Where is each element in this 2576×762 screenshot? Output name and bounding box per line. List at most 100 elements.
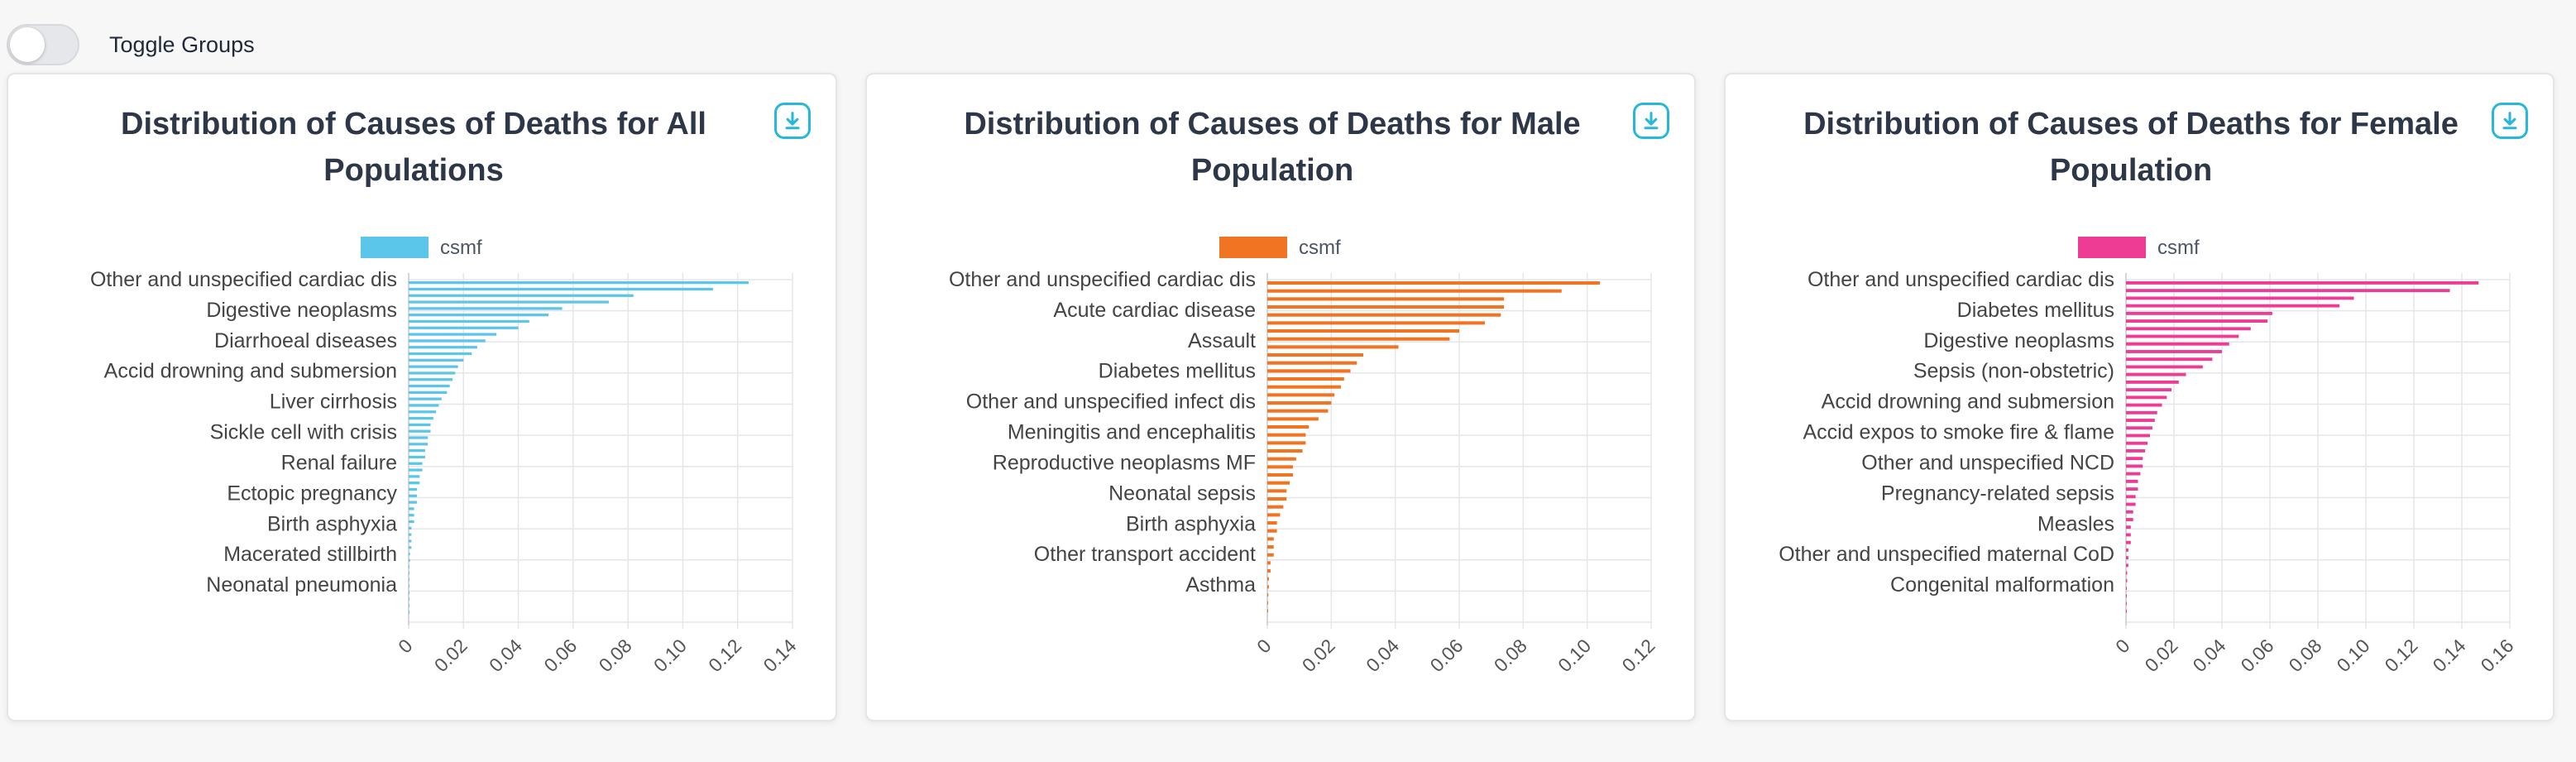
x-tick-label: 0.16	[2476, 635, 2517, 676]
x-tick-label: 0.02	[1298, 635, 1339, 676]
x-tick-label: 0.06	[1425, 635, 1467, 676]
bar	[2126, 609, 2127, 613]
x-tick-label: 0.02	[430, 635, 472, 676]
chart-title: Distribution of Causes of Deaths for Fem…	[1775, 101, 2487, 194]
bar-chart-female: csmf 0 0.02 0.04 0.06 0.08 0.10 0.12 0.14 0.16 Oth…	[1779, 237, 2518, 676]
download-button[interactable]	[1633, 103, 1669, 139]
x-tick-label: 0.04	[1362, 635, 1403, 676]
y-category-label: Pregnancy-related sepsis	[1881, 482, 2114, 505]
y-category-label: Other transport accident	[1034, 543, 1256, 566]
bar-chart-male: csmf 0 0.02 0.04 0.06 0.08 0.10 0.12 Other and u…	[949, 237, 1659, 676]
x-tick-label: 0.12	[1617, 635, 1659, 676]
bar	[2126, 464, 2143, 468]
bar	[1267, 449, 1303, 453]
bar	[409, 416, 433, 420]
bar	[1267, 465, 1293, 469]
bar	[409, 546, 412, 549]
bar	[409, 436, 429, 439]
bar	[2126, 281, 2479, 285]
download-icon	[785, 112, 800, 130]
bar	[1267, 425, 1310, 429]
legend-label: csmf	[1299, 237, 1341, 259]
bar	[1267, 521, 1277, 525]
bar	[409, 384, 450, 388]
legend-label: csmf	[2157, 237, 2200, 259]
bar	[409, 397, 442, 400]
bar	[409, 482, 420, 485]
bar	[2126, 533, 2131, 537]
download-button[interactable]	[774, 103, 811, 139]
bar	[409, 346, 477, 349]
bar	[1267, 529, 1277, 533]
bar	[2126, 296, 2354, 300]
bar	[2126, 449, 2146, 453]
y-category-label: Other and unspecified cardiac dis	[949, 268, 1256, 291]
bar-chart-all: csmf 0 0.02 0.04 0.06 0.08 0.10 0.12 0.14 Other a…	[90, 237, 801, 676]
bar	[2126, 357, 2213, 362]
bar	[1267, 561, 1271, 565]
bar	[1267, 289, 1562, 293]
bar	[1267, 313, 1501, 317]
bar	[2126, 502, 2136, 506]
y-category-label: Digestive neoplasms	[1923, 329, 2114, 352]
y-category-label: Accid expos to smoke fire & flame	[1803, 421, 2114, 444]
toggle-knob[interactable]	[10, 27, 45, 62]
y-category-label: Neonatal sepsis	[1108, 482, 1256, 505]
y-category-label: Congenital malformation	[1890, 573, 2114, 597]
bar	[1267, 545, 1274, 549]
bar	[2126, 578, 2128, 582]
x-tick-label: 0.14	[759, 635, 800, 676]
bar	[409, 539, 412, 543]
chart-title-line-2: Populations	[323, 153, 504, 188]
y-category-label: Asthma	[1185, 573, 1256, 597]
legend-swatch	[2078, 237, 2146, 258]
bar	[2126, 540, 2131, 544]
bar	[1267, 593, 1269, 597]
bar	[409, 294, 634, 297]
bar	[409, 558, 410, 563]
bar	[1267, 417, 1319, 421]
bar	[1267, 409, 1329, 413]
bar	[1267, 481, 1290, 485]
x-tick-label: 0.02	[2140, 635, 2181, 676]
y-category-label: Reproductive neoplasms MF	[993, 451, 1256, 474]
toggle-groups-switch[interactable]	[7, 24, 79, 65]
bar	[1267, 393, 1335, 397]
y-category-label: Macerated stillbirth	[223, 543, 397, 566]
bar	[409, 300, 609, 304]
bar	[2126, 594, 2127, 598]
bar	[2126, 372, 2186, 376]
x-tick-label: 0.10	[1554, 635, 1595, 676]
bar	[1267, 513, 1281, 517]
bar	[409, 462, 423, 465]
x-tick-label: 0.08	[2284, 635, 2325, 676]
x-tick-label: 0.08	[1490, 635, 1531, 676]
toggle-groups-label: Toggle Groups	[109, 31, 255, 57]
bar	[2126, 518, 2133, 521]
y-category-label: Other and unspecified infect dis	[966, 391, 1256, 414]
download-button[interactable]	[2492, 103, 2528, 139]
bar	[1267, 345, 1399, 349]
bar	[1267, 585, 1269, 589]
bar	[409, 429, 431, 433]
y-category-label: Accid drowning and submersion	[104, 360, 397, 383]
bar	[2126, 495, 2136, 499]
y-category-label: Neonatal pneumonia	[206, 573, 397, 597]
x-tick-label: 0.14	[2428, 635, 2469, 676]
x-tick-label: 0.06	[2236, 635, 2277, 676]
y-category-label: Liver cirrhosis	[270, 391, 397, 414]
bar	[2126, 441, 2148, 445]
y-category-label: Accid drowning and submersion	[1822, 391, 2114, 414]
bar	[2126, 563, 2128, 568]
x-tick-label: 0.10	[649, 635, 691, 676]
bar	[409, 281, 749, 285]
bar	[2126, 556, 2128, 560]
x-tick-label: 0.06	[539, 635, 581, 676]
x-tick-label: 0.04	[485, 635, 526, 676]
y-category-label: Digestive neoplasms	[206, 299, 397, 322]
bar	[1267, 577, 1269, 581]
bar	[2126, 388, 2172, 392]
bar	[409, 423, 431, 427]
bar	[409, 520, 414, 524]
bar	[2126, 319, 2268, 323]
